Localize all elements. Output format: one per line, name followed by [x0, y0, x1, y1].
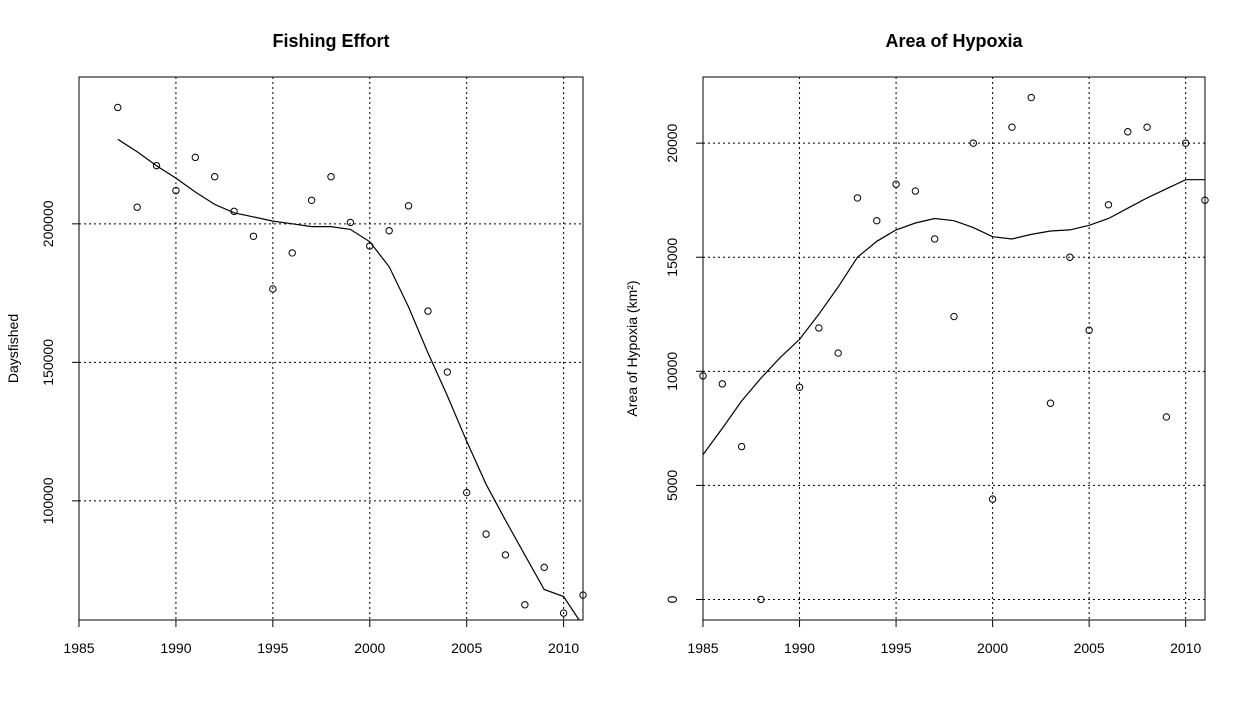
data-point [191, 153, 200, 162]
data-point [969, 139, 978, 147]
data-point [1008, 123, 1016, 131]
data-point [930, 235, 939, 243]
chart-title: Fishing Effort [273, 31, 390, 51]
trend-line [703, 179, 1205, 455]
plot-frame [702, 76, 1206, 621]
x-tick-label: 1985 [63, 640, 94, 656]
y-axis-label: Area of Hypoxia (km²) [624, 280, 640, 416]
data-point [404, 202, 413, 210]
data-point [424, 307, 432, 315]
x-tick-label: 2005 [1074, 640, 1105, 656]
data-point [307, 196, 316, 204]
data-point [1066, 253, 1074, 261]
y-tick-label: 150000 [40, 339, 56, 386]
data-point [1104, 201, 1113, 209]
chart-title: Area of Hypoxia [885, 31, 1023, 51]
x-tick-label: 1990 [160, 640, 191, 656]
data-point [873, 217, 881, 225]
y-tick-label: 0 [664, 595, 680, 603]
data-point [892, 180, 900, 188]
data-point [1027, 93, 1035, 102]
data-point [757, 595, 765, 604]
x-tick-label: 2005 [451, 640, 482, 656]
data-point [699, 372, 707, 380]
data-point [133, 203, 141, 211]
plot-frame [78, 76, 584, 621]
data-point [540, 563, 548, 572]
data-point [346, 218, 355, 227]
x-tick-label: 1995 [257, 640, 288, 656]
data-point [114, 103, 122, 112]
y-tick-label: 5000 [664, 470, 680, 501]
x-tick-label: 2000 [977, 640, 1008, 656]
x-tick-label: 1990 [784, 640, 815, 656]
y-tick-label: 20000 [664, 123, 680, 162]
trend-line [117, 138, 580, 620]
chart-panel-2: Area of Hypoxia Area of Hypoxia (km²) 1985… [624, 31, 1209, 656]
data-point [482, 530, 490, 538]
data-point [1085, 326, 1093, 334]
x-tick-label: 1995 [880, 640, 911, 656]
data-point [1046, 399, 1055, 407]
x-tick-label: 2010 [548, 640, 579, 656]
data-point [152, 161, 161, 170]
data-point [172, 186, 180, 195]
y-tick-label: 100000 [40, 477, 56, 524]
x-tick-label: 2010 [1170, 640, 1201, 656]
y-tick-label: 15000 [664, 238, 680, 277]
data-point [521, 601, 529, 609]
data-point [269, 285, 277, 293]
data-point [795, 383, 804, 391]
chart-panel-1: Fishing Effort Daysfished 1985 1990 1995 2000… [5, 31, 587, 656]
data-point [950, 312, 958, 321]
data-point [1143, 123, 1151, 131]
data-point [501, 551, 510, 559]
data-point [288, 249, 296, 257]
data-point [737, 442, 746, 451]
y-tick-label: 200000 [40, 200, 56, 247]
data-point [815, 324, 823, 332]
data-point [327, 173, 335, 181]
y-axis-label: Daysfished [5, 314, 21, 383]
data-point [1201, 196, 1209, 204]
data-point [1162, 413, 1171, 421]
y-tick-label: 10000 [664, 352, 680, 391]
data-point [559, 609, 568, 617]
data-point [462, 488, 471, 497]
x-tick-label: 2000 [354, 640, 385, 656]
data-point [834, 349, 842, 357]
data-point [249, 232, 258, 240]
data-point [988, 495, 997, 503]
data-point [853, 194, 862, 202]
x-tick-label: 1985 [687, 640, 718, 656]
data-point [579, 591, 587, 599]
data-point [210, 173, 219, 181]
data-point [1181, 139, 1190, 147]
data-point [718, 380, 727, 388]
data-point [1124, 128, 1132, 136]
data-point [385, 227, 393, 235]
data-point [443, 368, 452, 376]
data-point [911, 187, 920, 195]
